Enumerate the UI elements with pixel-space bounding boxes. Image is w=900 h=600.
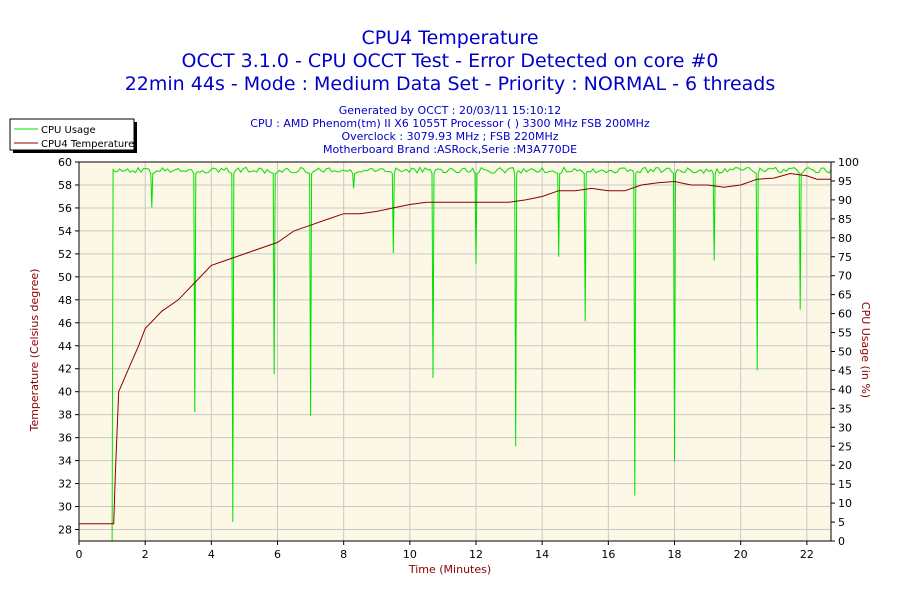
y-right-tick-label: 75 — [838, 251, 852, 264]
y-right-tick-label: 55 — [838, 327, 852, 340]
info-generated: Generated by OCCT : 20/03/11 15:10:12 — [338, 104, 562, 117]
legend-label-cpu-usage: CPU Usage — [41, 125, 96, 136]
y-right-tick-label: 85 — [838, 213, 852, 226]
x-tick-label: 20 — [734, 548, 748, 561]
y-left-tick-label: 48 — [58, 294, 72, 307]
y-right-tick-label: 25 — [838, 440, 852, 453]
y-left-tick-label: 46 — [58, 317, 72, 330]
y-right-tick-label: 100 — [838, 156, 859, 169]
y-left-tick-label: 60 — [58, 156, 72, 169]
chart-subtitle-mode: 22min 44s - Mode : Medium Data Set - Pri… — [124, 73, 776, 95]
x-tick-label: 14 — [535, 548, 549, 561]
y-right-tick-label: 50 — [838, 346, 852, 359]
y-left-tick-label: 54 — [58, 225, 72, 238]
x-axis-label: Time (Minutes) — [408, 563, 491, 576]
y-left-tick-label: 44 — [58, 340, 72, 353]
info-overclock: Overclock : 3079.93 MHz ; FSB 220MHz — [341, 130, 559, 143]
y-right-tick-label: 95 — [838, 175, 852, 188]
y-right-tick-label: 15 — [838, 478, 852, 491]
y-right-tick-label: 60 — [838, 308, 852, 321]
chart-subtitle-test: OCCT 3.1.0 - CPU OCCT Test - Error Detec… — [181, 50, 719, 72]
y-right-tick-label: 45 — [838, 364, 852, 377]
plot-area — [79, 162, 831, 541]
x-tick-label: 10 — [403, 548, 417, 561]
x-tick-label: 12 — [469, 548, 483, 561]
plot-border — [78, 161, 832, 542]
y-left-tick-label: 36 — [58, 432, 72, 445]
y-left-tick-label: 56 — [58, 202, 72, 215]
x-tick-label: 6 — [274, 548, 281, 561]
y-right-tick-label: 70 — [838, 270, 852, 283]
y-left-tick-label: 34 — [58, 455, 72, 468]
x-tick-label: 18 — [668, 548, 682, 561]
y-right-tick-label: 80 — [838, 232, 852, 245]
info-cpu: CPU : AMD Phenom(tm) II X6 1055T Process… — [250, 117, 650, 130]
x-tick-label: 0 — [76, 548, 83, 561]
x-tick-label: 16 — [601, 548, 615, 561]
legend: CPU Usage CPU4 Temperature — [9, 118, 137, 153]
x-tick-label: 22 — [800, 548, 814, 561]
y-right-tick-label: 20 — [838, 459, 852, 472]
y-right-tick-label: 30 — [838, 421, 852, 434]
y-left-tick-label: 52 — [58, 248, 72, 261]
y-left-tick-label: 38 — [58, 409, 72, 422]
legend-box — [9, 118, 135, 151]
y-right-tick-label: 10 — [838, 497, 852, 510]
y-left-tick-label: 40 — [58, 386, 72, 399]
y-axis-right-label: CPU Usage (in %) — [859, 302, 872, 398]
y-left-tick-label: 42 — [58, 363, 72, 376]
y-axis-left-label: Temperature (Celsius degree) — [28, 269, 41, 433]
series-line-cpu-usage — [79, 166, 832, 542]
y-left-tick-label: 50 — [58, 271, 72, 284]
y-left-tick-label: 58 — [58, 179, 72, 192]
chart-title: CPU4 Temperature — [361, 27, 539, 49]
y-right-tick-label: 65 — [838, 289, 852, 302]
x-tick-label: 2 — [142, 548, 149, 561]
y-right-tick-label: 5 — [838, 516, 845, 529]
y-right-tick-label: 40 — [838, 383, 852, 396]
x-tick-label: 8 — [340, 548, 347, 561]
series-line-cpu4-temperature — [79, 172, 831, 525]
y-left-tick-label: 30 — [58, 501, 72, 514]
y-left-tick-label: 32 — [58, 478, 72, 491]
y-left-tick-label: 28 — [58, 524, 72, 537]
y-right-tick-label: 90 — [838, 194, 852, 207]
legend-label-temperature: CPU4 Temperature — [41, 139, 134, 150]
y-right-tick-label: 35 — [838, 402, 852, 415]
info-motherboard: Motherboard Brand :ASRock,Serie :M3A770D… — [322, 143, 578, 156]
x-tick-label: 4 — [208, 548, 215, 561]
y-right-tick-label: 0 — [838, 535, 845, 548]
